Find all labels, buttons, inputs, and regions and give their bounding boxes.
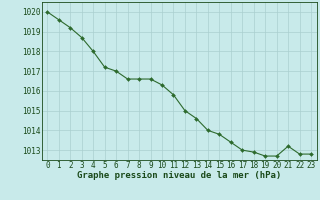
X-axis label: Graphe pression niveau de la mer (hPa): Graphe pression niveau de la mer (hPa) bbox=[77, 171, 281, 180]
